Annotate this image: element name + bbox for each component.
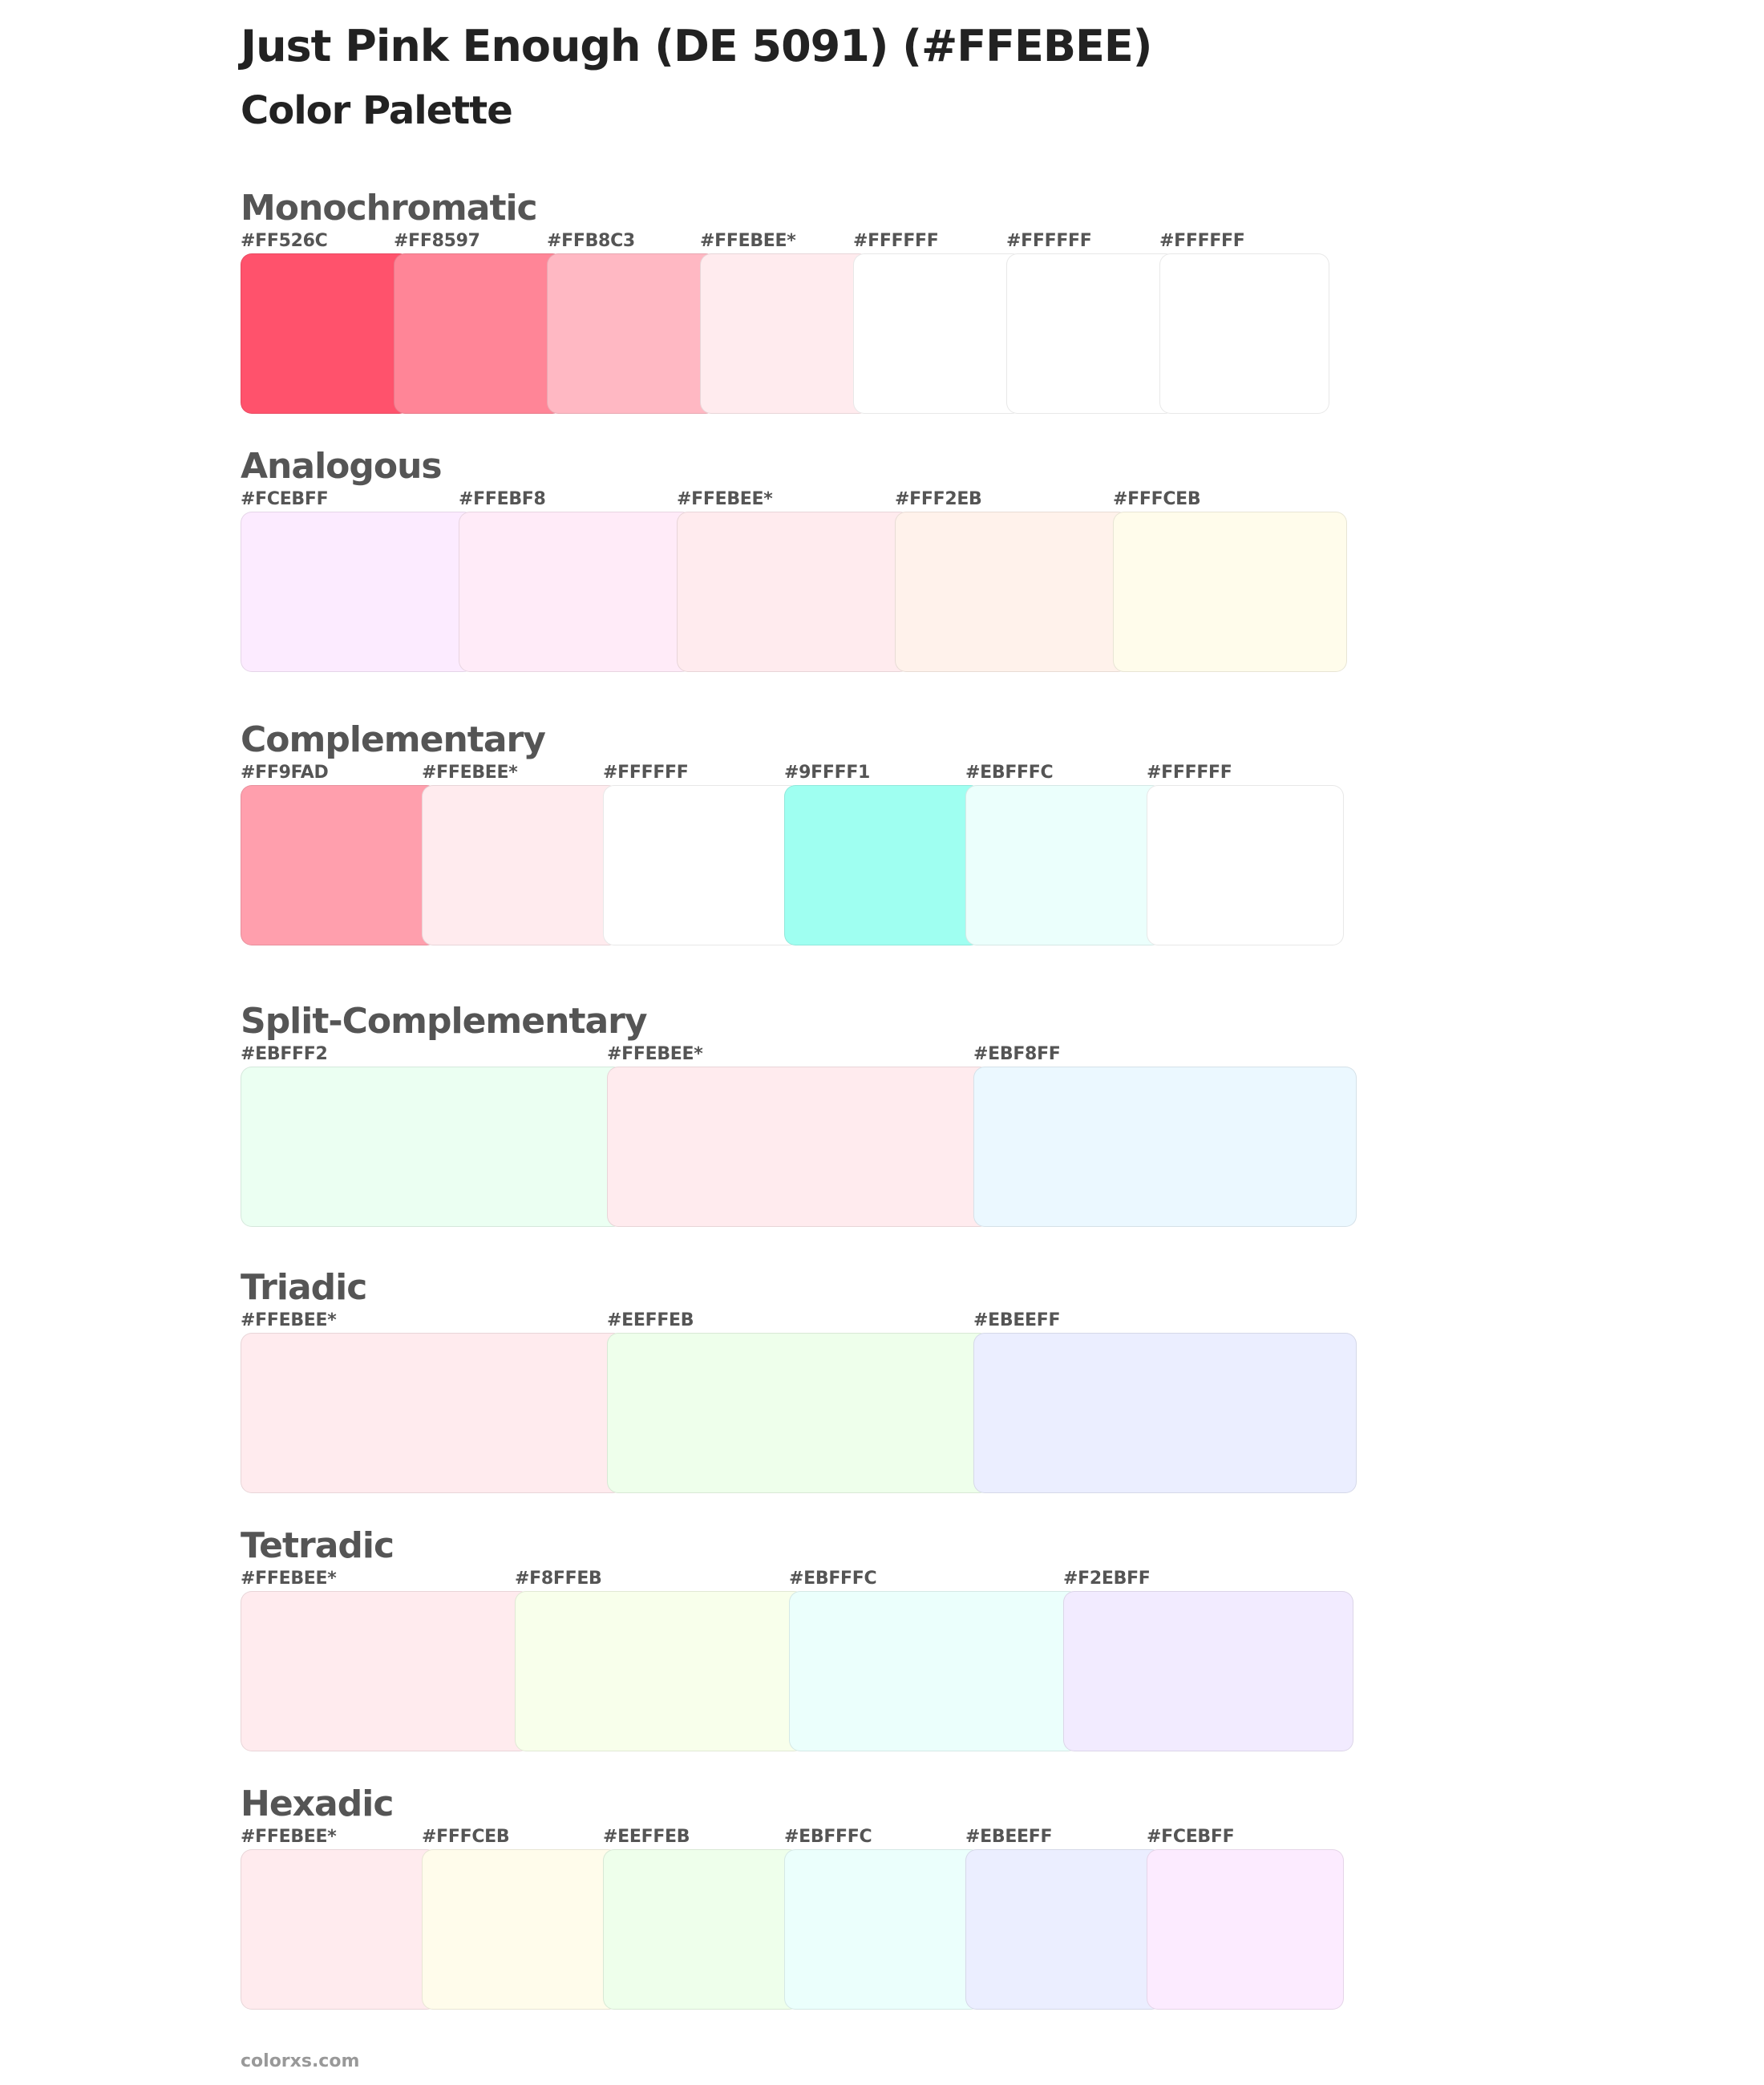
swatch-row [241, 512, 1347, 672]
swatch-label: #EBFFFC [789, 1569, 877, 1589]
swatch-label: #FFEBEE* [241, 1569, 337, 1589]
swatch-label: #EBFFFC [784, 1827, 872, 1847]
swatch-label: #FFFFFF [1006, 231, 1092, 251]
color-swatch[interactable] [1159, 253, 1329, 414]
color-swatch[interactable] [422, 1849, 619, 2010]
swatch-row [241, 785, 1344, 945]
swatch-label: #FFFCEB [1113, 489, 1201, 509]
swatch-row [241, 1333, 1357, 1493]
swatch-label: #FF8597 [394, 231, 480, 251]
color-swatch[interactable] [241, 1849, 438, 2010]
section-hexadic: Hexadic #FFEBEE* #FFFCEB #EEFFEB #EBFFFC #EBE… [241, 1782, 1523, 2022]
section-complementary: Complementary #FF9FAD #FFEBEE* #FFFFFF #9FFF… [241, 718, 1523, 958]
color-swatch[interactable] [965, 1849, 1163, 2010]
swatch-row [241, 1591, 1353, 1751]
section-title: Split-Complementary [241, 1001, 648, 1042]
swatch-labels: #FF526C #FF8597 #FFB8C3 #FFEBEE* #FFFFFF #FFF… [241, 229, 1329, 253]
color-swatch[interactable] [784, 1849, 981, 2010]
swatch-label: #FFEBEE* [677, 489, 773, 509]
section-title: Complementary [241, 719, 546, 760]
color-swatch[interactable] [853, 253, 1023, 414]
section-triadic: Triadic #FFEBEE* #EEFFEB #EBEEFF [241, 1265, 1523, 1506]
swatch-labels: #EBFFF2 #FFEBEE* #EBF8FF [241, 1042, 1357, 1067]
color-swatch[interactable] [241, 1067, 624, 1227]
color-swatch[interactable] [973, 1333, 1357, 1493]
section-title: Tetradic [241, 1525, 394, 1566]
swatch-labels: #FCEBFF #FFEBF8 #FFEBEE* #FFF2EB #FFFCEB [241, 488, 1347, 512]
color-swatch[interactable] [459, 512, 693, 672]
color-swatch[interactable] [784, 785, 981, 945]
section-title: Analogous [241, 446, 443, 487]
swatch-label: #FFEBEE* [241, 1827, 337, 1847]
swatch-label: #FFEBEE* [241, 1310, 337, 1330]
swatch-labels: #FFEBEE* #F8FFEB #EBFFFC #F2EBFF [241, 1567, 1353, 1591]
color-swatch[interactable] [973, 1067, 1357, 1227]
color-swatch[interactable] [547, 253, 717, 414]
color-swatch[interactable] [241, 253, 411, 414]
color-swatch[interactable] [700, 253, 870, 414]
swatch-label: #FFFFFF [1147, 763, 1232, 783]
section-tetradic: Tetradic #FFEBEE* #F8FFEB #EBFFFC #F2EBFF [241, 1524, 1523, 1764]
swatch-label: #EEFFEB [607, 1310, 694, 1330]
swatch-label: #9FFFF1 [784, 763, 871, 783]
color-swatch[interactable] [607, 1067, 990, 1227]
color-swatch[interactable] [241, 1591, 531, 1751]
color-swatch[interactable] [241, 1333, 624, 1493]
swatch-label: #FFEBF8 [459, 489, 546, 509]
swatch-label: #FFB8C3 [547, 231, 635, 251]
swatch-label: #EBEEFF [973, 1310, 1061, 1330]
swatch-label: #EBFFF2 [241, 1044, 328, 1064]
swatch-label: #F8FFEB [515, 1569, 602, 1589]
color-swatch[interactable] [603, 785, 800, 945]
swatch-labels: #FFEBEE* #FFFCEB #EEFFEB #EBFFFC #EBEEFF #FCE… [241, 1825, 1344, 1849]
page-subtitle: Color Palette [241, 88, 513, 133]
swatch-label: #FFF2EB [895, 489, 982, 509]
color-swatch[interactable] [241, 512, 475, 672]
swatch-label: #EEFFEB [603, 1827, 690, 1847]
color-swatch[interactable] [607, 1333, 990, 1493]
swatch-label: #FCEBFF [241, 489, 329, 509]
color-swatch[interactable] [1147, 1849, 1344, 2010]
color-swatch[interactable] [895, 512, 1129, 672]
section-title: Hexadic [241, 1783, 394, 1824]
swatch-label: #FFFFFF [1159, 231, 1245, 251]
color-swatch[interactable] [1006, 253, 1176, 414]
color-swatch[interactable] [1147, 785, 1344, 945]
color-swatch[interactable] [603, 1849, 800, 2010]
swatch-label: #FFEBEE* [607, 1044, 703, 1064]
swatch-label: #FFFCEB [422, 1827, 510, 1847]
color-swatch[interactable] [515, 1591, 805, 1751]
color-swatch[interactable] [394, 253, 564, 414]
section-analogous: Analogous #FCEBFF #FFEBF8 #FFEBEE* #FFF2EB #F… [241, 444, 1523, 685]
swatch-label: #FFFFFF [853, 231, 939, 251]
section-title: Triadic [241, 1267, 367, 1308]
color-swatch[interactable] [677, 512, 911, 672]
swatch-row [241, 1849, 1344, 2010]
swatch-row [241, 1067, 1357, 1227]
swatch-label: #EBF8FF [973, 1044, 1061, 1064]
site-credit[interactable]: colorxs.com [241, 2051, 360, 2071]
swatch-label: #FF526C [241, 231, 328, 251]
color-swatch[interactable] [1113, 512, 1347, 672]
color-swatch[interactable] [1063, 1591, 1353, 1751]
swatch-label: #FFEBEE* [700, 231, 796, 251]
color-swatch[interactable] [965, 785, 1163, 945]
swatch-label: #FCEBFF [1147, 1827, 1235, 1847]
swatch-label: #FFFFFF [603, 763, 689, 783]
section-split-complementary: Split-Complementary #EBFFF2 #FFEBEE* #EBF8F… [241, 999, 1523, 1240]
swatch-labels: #FFEBEE* #EEFFEB #EBEEFF [241, 1309, 1357, 1333]
section-title: Monochromatic [241, 188, 538, 229]
swatch-label: #EBEEFF [965, 1827, 1053, 1847]
section-monochromatic: Monochromatic #FF526C #FF8597 #FFB8C3 #FFEBE… [241, 186, 1523, 427]
swatch-labels: #FF9FAD #FFEBEE* #FFFFFF #9FFFF1 #EBFFFC #FFF… [241, 761, 1344, 785]
color-swatch[interactable] [422, 785, 619, 945]
swatch-label: #FF9FAD [241, 763, 329, 783]
swatch-row [241, 253, 1329, 414]
page-title: Just Pink Enough (DE 5091) (#FFEBEE) [241, 21, 1152, 71]
swatch-label: #FFEBEE* [422, 763, 518, 783]
swatch-label: #EBFFFC [965, 763, 1054, 783]
swatch-label: #F2EBFF [1063, 1569, 1151, 1589]
color-swatch[interactable] [241, 785, 438, 945]
color-swatch[interactable] [789, 1591, 1079, 1751]
